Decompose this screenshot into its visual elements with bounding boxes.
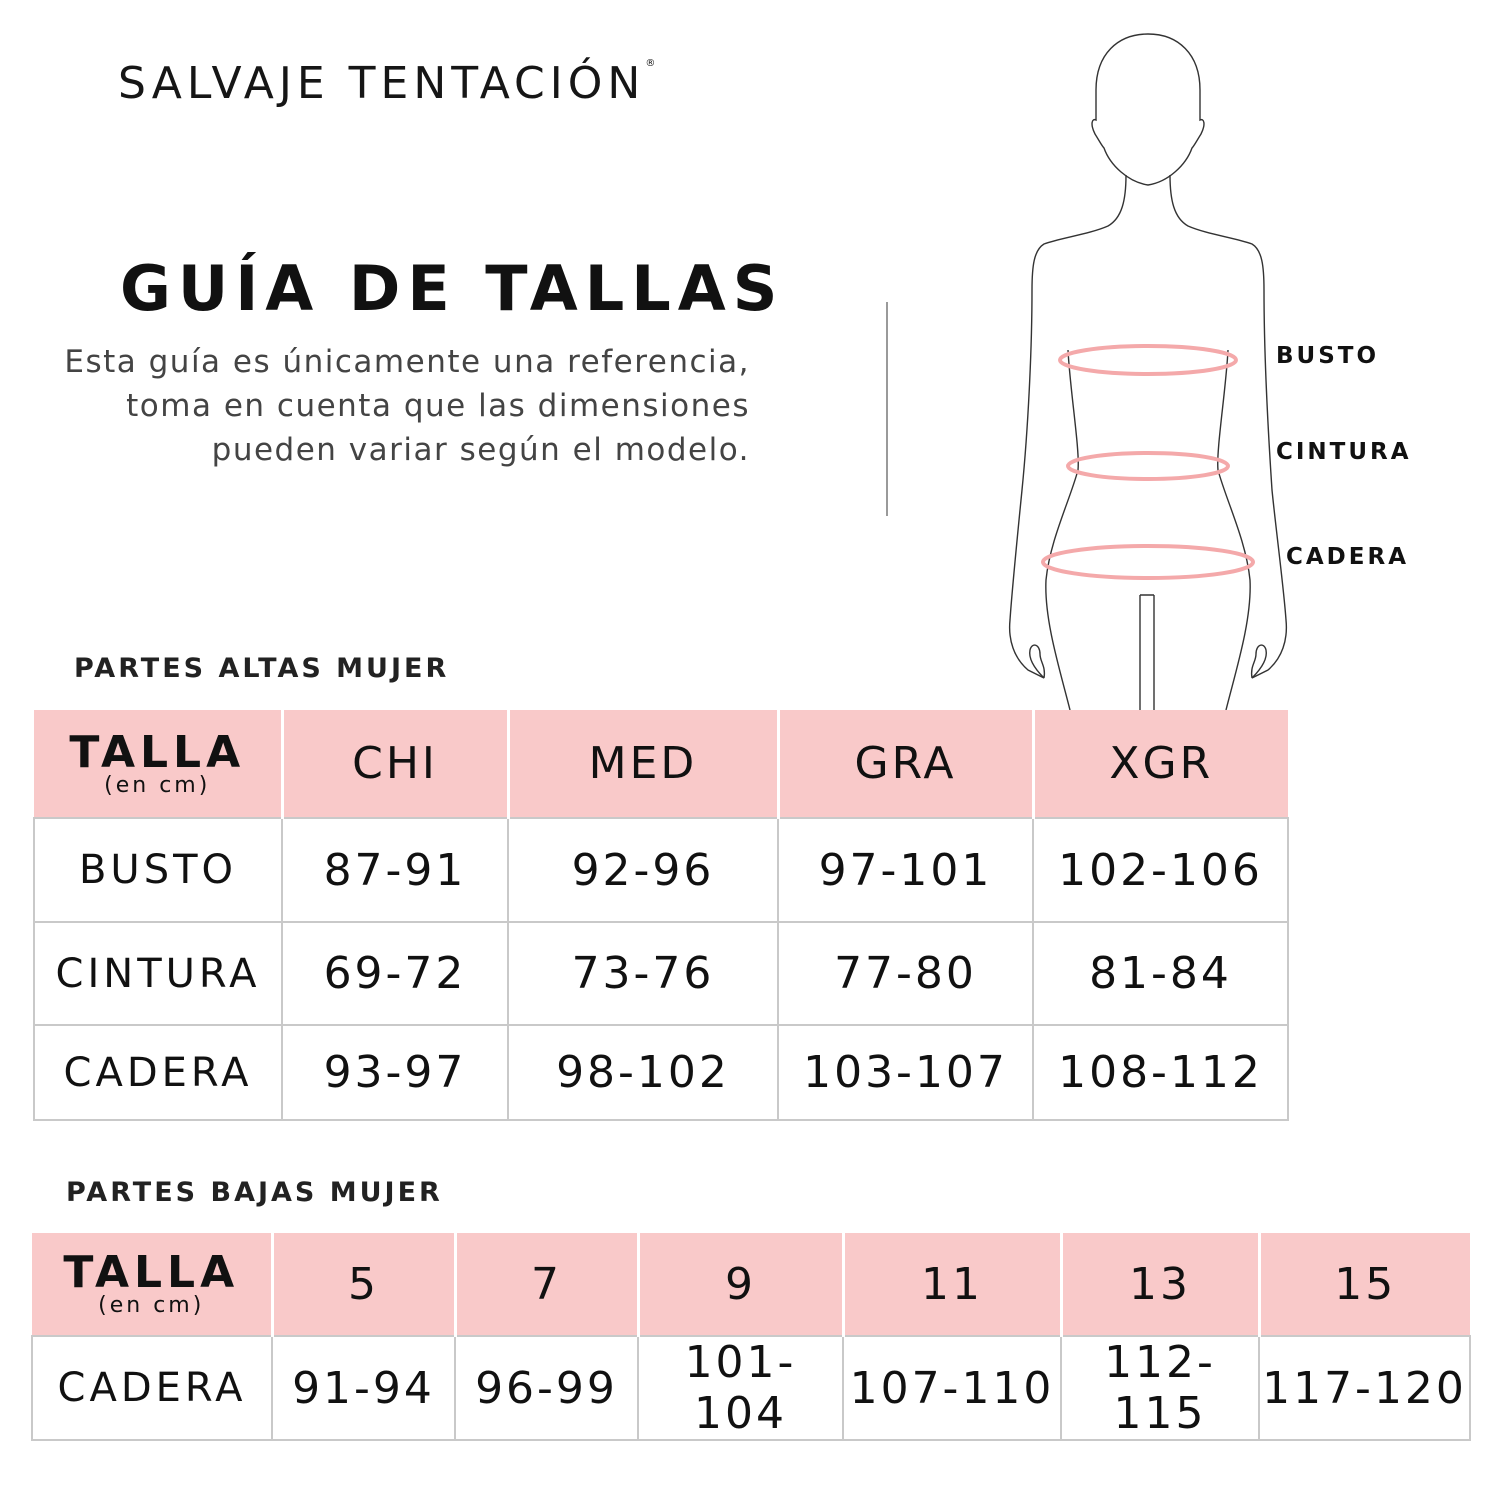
column-header: 15 <box>1259 1233 1470 1336</box>
column-header: CHI <box>282 710 510 818</box>
table-cell: 96-99 <box>454 1335 639 1441</box>
table-cell: 98-102 <box>507 1024 779 1121</box>
table-cell: 92-96 <box>507 817 779 923</box>
column-header: 7 <box>455 1233 640 1336</box>
table-cell: 87-91 <box>281 817 509 923</box>
row-label: CADERA <box>33 1024 283 1121</box>
measurement-rings <box>1041 344 1255 580</box>
table-row: CADERA 93-97 98-102 103-107 108-112 <box>33 1024 1289 1121</box>
column-header: MED <box>508 710 780 818</box>
registered-mark: ® <box>645 58 656 69</box>
hip-ring <box>1041 544 1255 580</box>
figure-label-cadera: CADERA <box>1286 544 1409 570</box>
table-cell: 93-97 <box>281 1024 509 1121</box>
talla-label: TALLA <box>69 726 246 778</box>
brand-logo: SALVAJE TENTACIÓN® <box>118 58 655 109</box>
upper-section-title: PARTES ALTAS MUJER <box>74 653 450 684</box>
table-cell: 77-80 <box>777 921 1034 1026</box>
table-header-row: TALLA (en cm) CHI MED GRA XGR <box>34 710 1288 818</box>
column-header: GRA <box>778 710 1035 818</box>
unit-label: (en cm) <box>104 772 211 798</box>
table-cell: 97-101 <box>777 817 1034 923</box>
table-row: CINTURA 69-72 73-76 77-80 81-84 <box>33 921 1289 1026</box>
column-header: XGR <box>1033 710 1288 818</box>
table-row: CADERA 91-94 96-99 101-104 107-110 112-1… <box>31 1335 1471 1441</box>
column-header: 5 <box>272 1233 457 1336</box>
column-header: 13 <box>1061 1233 1261 1336</box>
talla-header: TALLA (en cm) <box>34 710 284 818</box>
waist-ring <box>1066 451 1230 481</box>
column-header: 11 <box>843 1233 1063 1336</box>
lower-section-title: PARTES BAJAS MUJER <box>66 1177 443 1208</box>
table-cell: 103-107 <box>777 1024 1034 1121</box>
table-cell: 108-112 <box>1032 1024 1289 1121</box>
table-cell: 81-84 <box>1032 921 1289 1026</box>
talla-label: TALLA <box>63 1247 240 1298</box>
table-cell: 73-76 <box>507 921 779 1026</box>
bust-ring <box>1058 344 1238 376</box>
body-silhouette-figure <box>1008 33 1288 711</box>
figure-label-cintura: CINTURA <box>1276 439 1412 465</box>
column-header: 9 <box>638 1233 845 1336</box>
brand-name: SALVAJE TENTACIÓN <box>118 58 646 109</box>
table-cell: 117-120 <box>1258 1335 1471 1441</box>
unit-label: (en cm) <box>98 1293 205 1318</box>
table-cell: 112-115 <box>1060 1335 1260 1441</box>
page-title: GUÍA DE TALLAS <box>120 252 785 325</box>
divider <box>886 302 888 516</box>
lower-size-table: TALLA (en cm) 5 7 9 11 13 15 CADERA 91-94… <box>31 1233 1471 1441</box>
table-header-row: TALLA (en cm) 5 7 9 11 13 15 <box>32 1233 1470 1336</box>
table-cell: 69-72 <box>281 921 509 1026</box>
talla-header: TALLA (en cm) <box>32 1233 274 1336</box>
table-cell: 101-104 <box>637 1335 844 1441</box>
row-label: BUSTO <box>33 817 283 923</box>
figure-label-busto: BUSTO <box>1276 343 1380 369</box>
silhouette-outline <box>1008 33 1288 711</box>
table-row: BUSTO 87-91 92-96 97-101 102-106 <box>33 817 1289 923</box>
table-cell: 102-106 <box>1032 817 1289 923</box>
row-label: CINTURA <box>33 921 283 1026</box>
table-cell: 107-110 <box>842 1335 1062 1441</box>
row-label: CADERA <box>31 1335 273 1441</box>
table-cell: 91-94 <box>271 1335 456 1441</box>
description: Esta guía es únicamente una referencia, … <box>64 344 750 468</box>
upper-size-table: TALLA (en cm) CHI MED GRA XGR BUSTO 87-91… <box>33 710 1289 1121</box>
